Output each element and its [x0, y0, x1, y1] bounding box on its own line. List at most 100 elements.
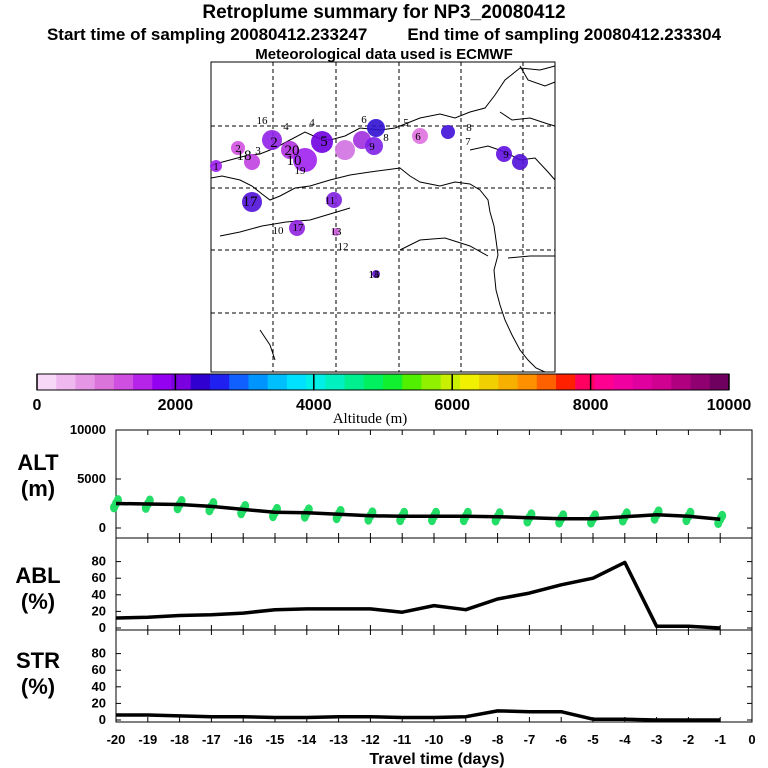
colorbar-tick-label: 0 [33, 397, 42, 414]
colorbar-swatch [536, 374, 557, 390]
x-tick-label: -13 [329, 732, 348, 747]
trajectory-day-label: 17 [243, 194, 259, 210]
trajectory-day-label: 8 [466, 122, 472, 134]
trajectory-marker [231, 141, 245, 155]
x-tick-label: -18 [170, 732, 189, 747]
trajectory-day-label: 5 [403, 117, 409, 129]
trajectory-day-label: 9 [503, 149, 509, 161]
x-tick-label: -8 [492, 732, 504, 747]
colorbar-swatch [248, 374, 269, 390]
colorbar-swatch [171, 374, 192, 390]
x-tick-label: -2 [683, 732, 695, 747]
trajectory-day-label: 16 [257, 115, 269, 127]
colorbar-swatch [402, 374, 422, 390]
x-tick-label: -3 [651, 732, 663, 747]
colorbar-swatch [594, 374, 615, 390]
str-series-line [116, 709, 721, 722]
trajectory-day-label: 6 [415, 131, 421, 143]
trajectory-day-label: 9 [369, 141, 375, 153]
panel-ylabel: ALT [17, 450, 59, 475]
y-tick-label: 0 [99, 712, 106, 727]
trajectory-marker [332, 228, 340, 236]
x-tick-label: 0 [748, 732, 755, 747]
y-tick-label: 80 [92, 646, 106, 661]
timeseries-panels: 1000050000ALT(m)806040200ABL(%)806040200… [15, 422, 755, 768]
y-tick-label: 80 [92, 554, 106, 569]
x-tick-label: -15 [266, 732, 285, 747]
colorbar-swatch [498, 374, 519, 390]
colorbar-swatch [75, 374, 96, 390]
sampling-times: Start time of sampling 20080412.233247 En… [0, 25, 768, 45]
y-tick-label: 60 [92, 662, 106, 677]
panel-ylabel: STR [16, 648, 60, 673]
trajectory-day-label: 10 [273, 225, 285, 237]
trajectory-marker [496, 146, 512, 162]
colorbar-swatch [479, 374, 499, 390]
panel-alt: 10000 5000 0 ALT(m) [17, 422, 753, 539]
colorbar-tick-label: 10000 [707, 397, 752, 414]
panel-yunit: (%) [21, 674, 55, 699]
x-tick-label: -17 [202, 732, 221, 747]
colorbar-swatch [575, 374, 595, 390]
colorbar-swatch [383, 374, 403, 390]
trajectory-day-label: 4 [309, 117, 315, 129]
x-tick-label: -11 [393, 732, 411, 747]
x-tick-label: -4 [619, 732, 631, 747]
trajectory-day-label: 17 [293, 222, 305, 234]
x-tick-label: -9 [460, 732, 472, 747]
trajectory-markers: 12 34 566 789101112131415161718192010521798… [210, 114, 528, 281]
trajectory-day-label: 19 [295, 165, 307, 177]
trajectory-marker [210, 160, 222, 172]
y-tick-label: 60 [92, 570, 106, 585]
x-tick-label: -10 [425, 732, 444, 747]
colorbar-swatch [267, 374, 288, 390]
colorbar-swatch [709, 374, 730, 390]
trajectory-marker [289, 220, 305, 236]
trajectory-day-label: 15 [369, 269, 381, 281]
trajectory-marker [242, 192, 262, 212]
trajectory-marker [512, 154, 528, 170]
panel-yunit: (m) [21, 476, 55, 501]
trajectory-marker [335, 140, 355, 160]
colorbar-tick-label: 6000 [434, 397, 470, 414]
trajectory-day-label: 5 [320, 134, 328, 150]
y-tick-label: 20 [92, 603, 106, 618]
trajectory-day-label: 3 [255, 145, 261, 157]
trajectory-day-label: 13 [331, 226, 343, 238]
colorbar-swatch [421, 374, 442, 390]
trajectory-day-label: 1 [213, 161, 219, 173]
colorbar-swatch [113, 374, 134, 390]
colorbar-swatch [363, 374, 384, 390]
colorbar-swatch [440, 374, 461, 390]
trajectory-marker [412, 128, 428, 144]
x-tick-label: -16 [234, 732, 253, 747]
colorbar-swatch [344, 374, 365, 390]
colorbar-axis-label: Altitude (m) [333, 411, 408, 427]
trajectory-day-label: 2 [270, 135, 278, 151]
colorbar-swatch [94, 374, 115, 390]
colorbar-swatch [133, 374, 153, 390]
trajectory-day-label: 20 [285, 143, 300, 159]
trajectory-marker [372, 270, 380, 278]
colorbar-swatch [652, 374, 672, 390]
panel-ylabel: ABL [15, 563, 60, 588]
colorbar-swatch [229, 374, 249, 390]
panel-yunit: (%) [21, 589, 55, 614]
map-frame [210, 61, 556, 373]
trajectory-day-label: 2 [235, 143, 241, 155]
y-tick-label: 10000 [70, 422, 106, 437]
chart-title: Retroplume summary for NP3_20080412 [202, 2, 566, 23]
altitude-colorbar: 0 2000 4000 6000 8000 10000 Altitude (m) [33, 373, 752, 427]
colorbar-swatch [690, 374, 711, 390]
colorbar-tick-label: 2000 [158, 397, 194, 414]
abl-series-line [115, 560, 721, 630]
x-tick-label: -6 [555, 732, 567, 747]
trajectory-marker [244, 154, 260, 170]
trajectory-day-label: 8 [383, 132, 389, 144]
trajectory-marker [293, 148, 317, 172]
trajectory-marker [441, 125, 455, 139]
trajectory-marker [326, 192, 342, 208]
trajectory-marker [367, 119, 385, 137]
met-data-label: Meteorological data used is ECMWF [255, 46, 513, 63]
